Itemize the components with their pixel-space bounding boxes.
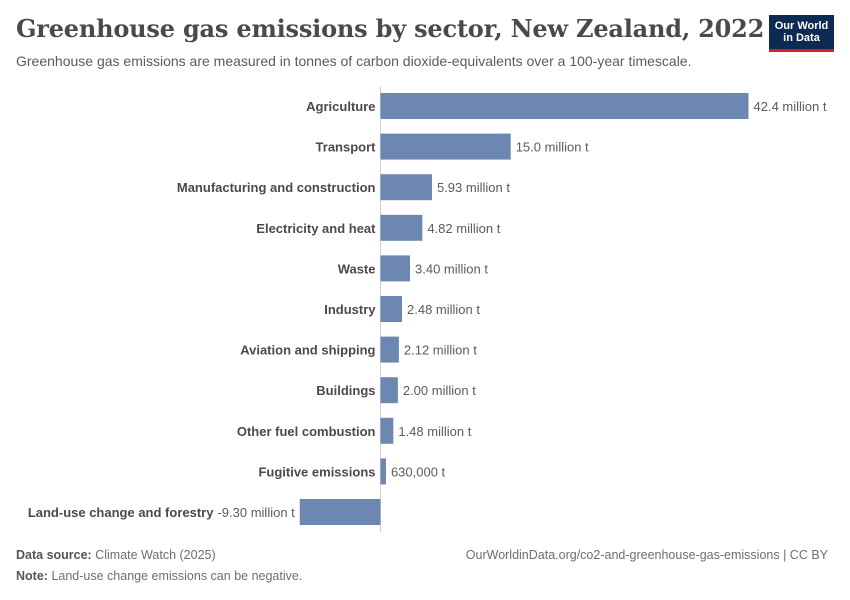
bar-buildings[interactable]	[380, 377, 398, 404]
bar-manufacturing-and-construction[interactable]	[380, 174, 432, 201]
source-label: Data source:	[16, 548, 92, 562]
bar-industry[interactable]	[380, 296, 403, 322]
value-label: 5.93 million t	[437, 180, 510, 195]
bar-land-use-change-and-forestry[interactable]	[299, 499, 381, 525]
value-label: 2.00 million t	[403, 383, 476, 398]
bar-electricity-and-heat[interactable]	[380, 214, 423, 241]
category-label: Agriculture	[306, 99, 375, 114]
category-label: Electricity and heat	[256, 221, 376, 236]
owid-logo[interactable]: Our World in Data	[769, 15, 834, 52]
value-label: -9.30 million t	[217, 505, 295, 520]
value-label: 2.12 million t	[404, 343, 477, 358]
bar-fugitive-emissions[interactable]	[380, 458, 386, 485]
source-value[interactable]: Climate Watch (2025)	[95, 548, 216, 562]
bar-transport[interactable]	[380, 133, 511, 160]
bar-other-fuel-combustion[interactable]	[380, 417, 394, 444]
category-label: Waste	[338, 261, 376, 276]
category-label: Industry	[324, 302, 376, 317]
category-label: Fugitive emissions	[258, 464, 375, 479]
category-label: Other fuel combustion	[237, 424, 376, 439]
chart-note: Note: Land-use change emissions can be n…	[16, 569, 302, 583]
chart-title: Greenhouse gas emissions by sector, New …	[16, 14, 765, 43]
category-label: Manufacturing and construction	[177, 180, 376, 195]
value-label: 15.0 million t	[516, 140, 589, 155]
value-label: 3.40 million t	[415, 261, 488, 276]
bar-aviation-and-shipping[interactable]	[380, 336, 399, 363]
value-label: 2.48 million t	[407, 302, 480, 317]
note-value: Land-use change emissions can be negativ…	[51, 569, 303, 583]
bar-agriculture[interactable]	[380, 93, 749, 119]
category-label: Buildings	[316, 383, 375, 398]
data-source: Data source: Climate Watch (2025)	[16, 548, 216, 562]
category-label: Land-use change and forestry	[28, 505, 214, 520]
value-label: 630,000 t	[391, 464, 446, 479]
category-label: Aviation and shipping	[240, 343, 375, 358]
category-label: Transport	[316, 140, 377, 155]
logo-line-1: Our World	[774, 20, 829, 32]
chart-subtitle: Greenhouse gas emissions are measured in…	[16, 53, 692, 69]
value-label: 4.82 million t	[427, 221, 500, 236]
source-url[interactable]: OurWorldinData.org/co2-and-greenhouse-ga…	[465, 548, 828, 562]
logo-line-2: in Data	[783, 32, 820, 44]
value-label: 42.4 million t	[754, 99, 827, 114]
value-label: 1.48 million t	[398, 424, 471, 439]
note-label: Note:	[16, 569, 48, 583]
bar-waste[interactable]	[380, 255, 411, 282]
